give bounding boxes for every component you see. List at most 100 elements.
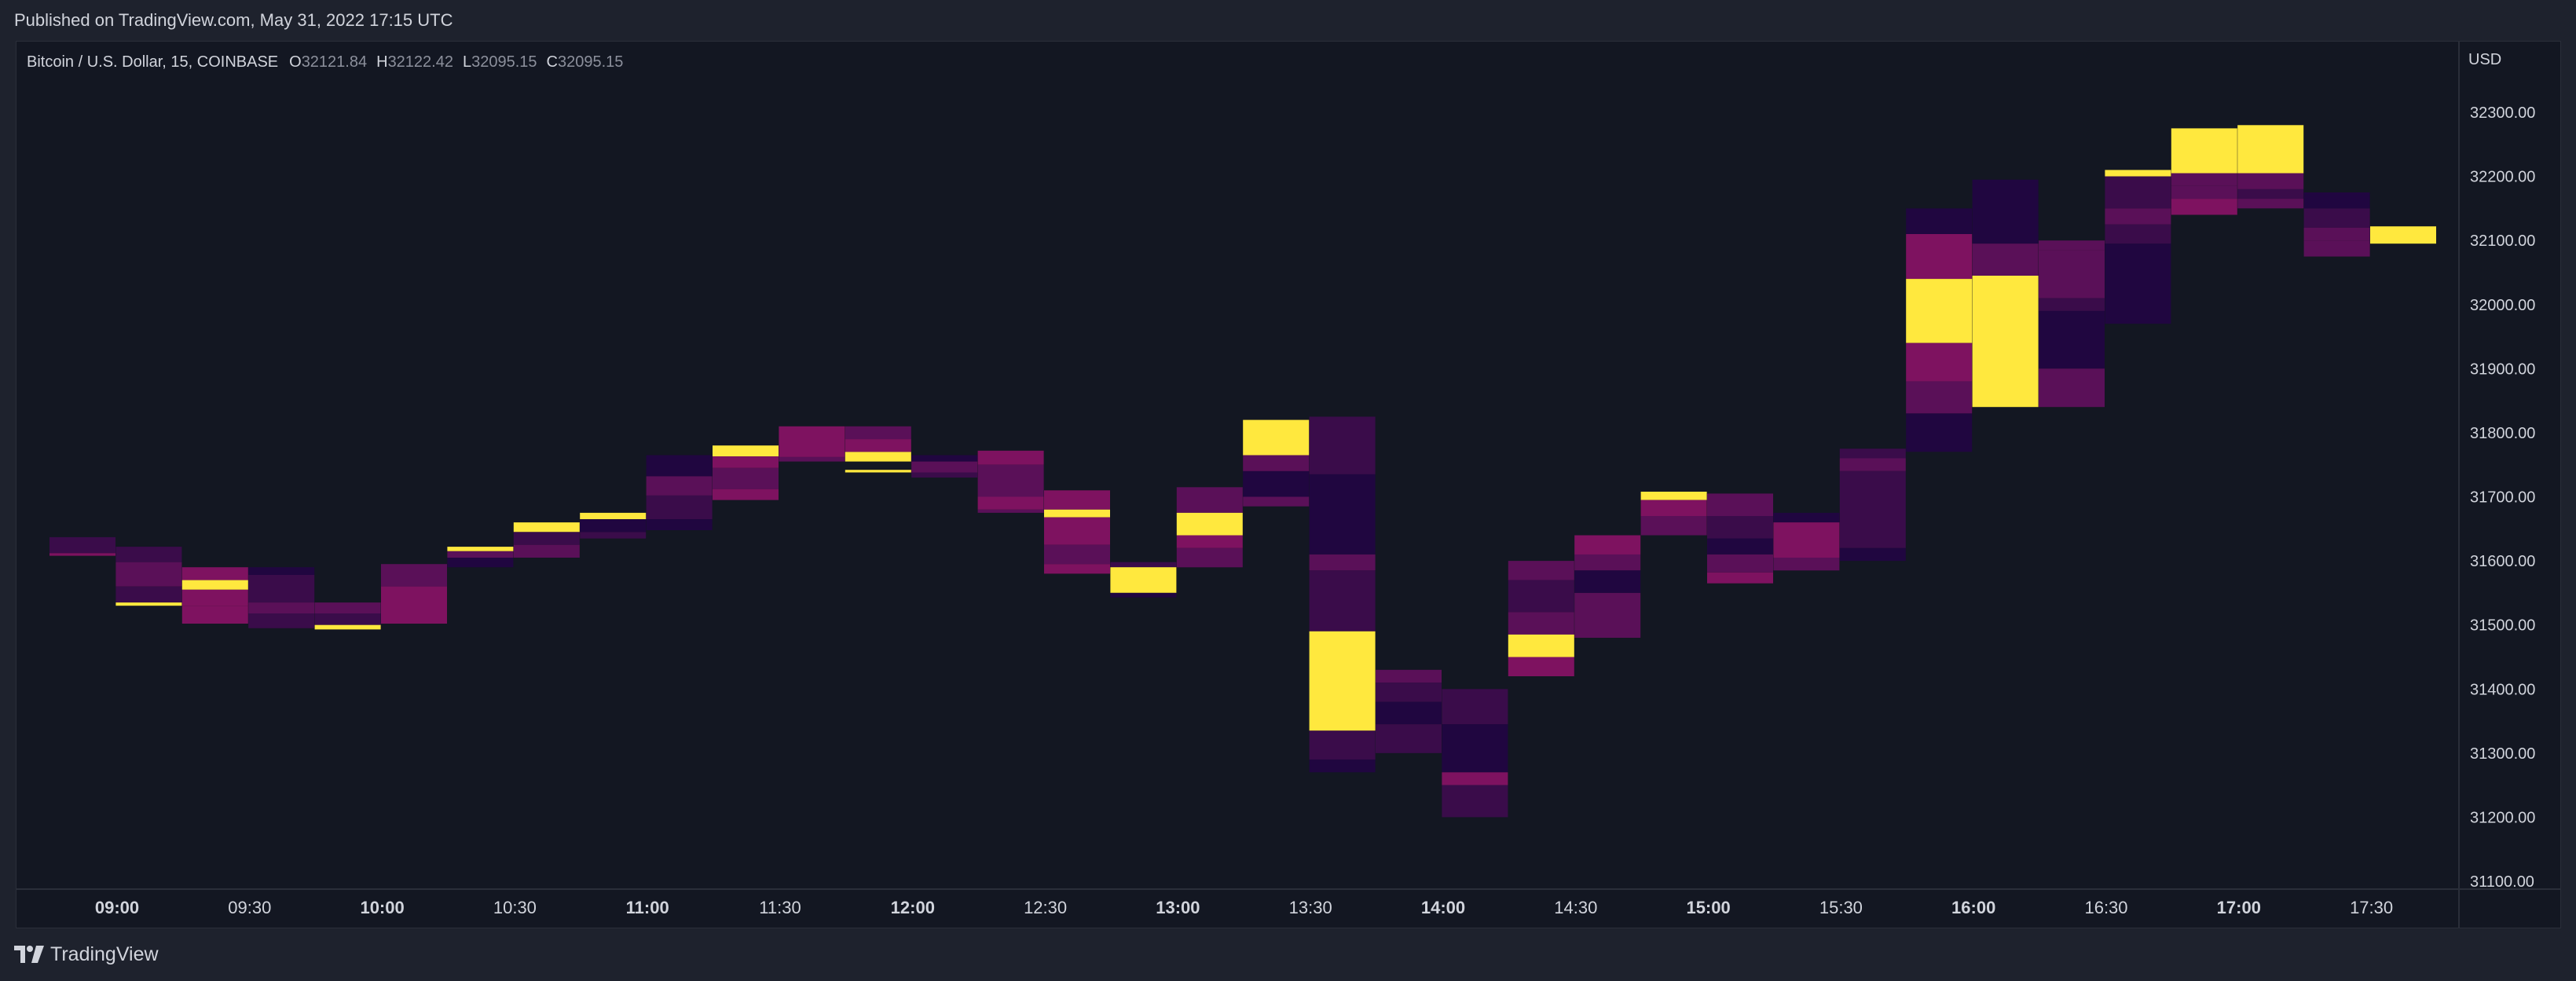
heatmap-cell <box>49 553 115 556</box>
heatmap-cell <box>248 575 315 603</box>
x-tick-label: 12:00 <box>891 898 935 917</box>
heatmap-cell <box>1640 492 1707 500</box>
y-tick-label: 31800.00 <box>2470 425 2535 442</box>
heatmap-cell <box>1376 724 1442 753</box>
heatmap-cell <box>513 522 580 533</box>
x-tick-label: 12:30 <box>1024 898 1067 917</box>
y-tick-label: 31600.00 <box>2470 553 2535 570</box>
heatmap-cell <box>911 472 978 478</box>
heatmap-cell <box>1309 416 1376 474</box>
legend-high-value: 32122.42 <box>387 53 453 71</box>
heatmap-cell <box>1044 564 1110 574</box>
y-tick-label: 32200.00 <box>2470 169 2535 186</box>
heatmap-cell <box>1243 470 1310 497</box>
heatmap-cell <box>1243 419 1310 456</box>
heatmap-cell <box>1773 558 1840 571</box>
legend-open-label: O <box>289 53 302 71</box>
heatmap-cell <box>381 586 447 624</box>
heatmap-cell <box>2105 224 2171 244</box>
y-tick-label: 32000.00 <box>2470 297 2535 314</box>
heatmap-cell <box>1376 669 1442 683</box>
heatmap-cell <box>381 564 447 587</box>
tradingview-logo-icon[interactable] <box>14 944 46 965</box>
x-tick-label: 11:00 <box>626 898 669 917</box>
heatmap-cell <box>2237 199 2304 209</box>
x-tick-label: 17:00 <box>2217 898 2261 917</box>
currency-label: USD <box>2468 51 2501 68</box>
heatmap-cell <box>713 489 779 500</box>
heatmap-cell <box>1110 592 1177 598</box>
heatmap-cell <box>1773 522 1840 558</box>
heatmap-cell <box>2039 310 2105 369</box>
heatmap-cell <box>713 467 779 489</box>
heatmap-cell <box>1640 516 1707 536</box>
legend-close-value: 32095.15 <box>557 53 624 71</box>
heatmap-cell <box>513 532 580 545</box>
heatmap-cell <box>779 426 845 436</box>
heatmap-cell <box>1309 474 1376 555</box>
y-tick-label: 32300.00 <box>2470 104 2535 122</box>
x-tick-label: 17:30 <box>2350 898 2393 917</box>
heatmap-cell <box>1176 547 1243 568</box>
heatmap-cell <box>2105 170 2171 177</box>
heatmap-cell <box>1906 279 1973 343</box>
heatmap-cell <box>2171 173 2237 186</box>
heatmap-cell <box>779 456 845 462</box>
x-tick-label: 14:00 <box>1421 898 1465 917</box>
heatmap-cell <box>2237 173 2304 189</box>
heatmap-cell <box>1044 490 1110 510</box>
legend-low-label: L <box>462 53 472 71</box>
heatmap-cell <box>115 586 182 603</box>
heatmap-cell <box>1508 561 1574 580</box>
heatmap-cell <box>1176 535 1243 548</box>
heatmap-cell <box>580 532 647 539</box>
heatmap-cell <box>1640 500 1707 516</box>
heatmap-cell <box>1442 785 1508 818</box>
heatmap-cell <box>1044 517 1110 545</box>
x-tick-label: 10:30 <box>493 898 537 917</box>
y-tick-label: 31700.00 <box>2470 489 2535 507</box>
heatmap-cell <box>2105 243 2171 324</box>
heatmap-cell <box>2237 125 2304 174</box>
tradingview-brand[interactable]: TradingView <box>50 943 159 965</box>
heatmap-cell <box>1906 381 1973 414</box>
legend: Bitcoin / U.S. Dollar, 15, COINBASE O3212… <box>27 50 632 74</box>
heatmap-cell <box>181 589 248 606</box>
footer: TradingView <box>0 928 2576 981</box>
heatmap-cell <box>1574 570 1641 593</box>
y-tick-label: 31400.00 <box>2470 681 2535 698</box>
heatmap-cell <box>1442 772 1508 785</box>
heatmap-cell <box>1442 724 1508 773</box>
legend-open-value: 32121.84 <box>301 53 368 71</box>
heatmap-cell <box>977 450 1044 465</box>
heatmap-cell <box>447 551 514 558</box>
heatmap-cell <box>447 558 514 568</box>
heatmap-cell <box>1508 612 1574 635</box>
heatmap-cell <box>1707 516 1773 539</box>
heatmap-cell <box>845 452 911 462</box>
heatmap-cell <box>977 464 1044 497</box>
heatmap-cell <box>1906 208 1973 234</box>
heatmap-cell <box>2303 208 2370 228</box>
heatmap-cell <box>845 439 911 452</box>
heatmap-cell <box>248 613 315 628</box>
heatmap-cell <box>1110 562 1177 568</box>
x-tick-label: 09:30 <box>228 898 271 917</box>
heatmap-cell <box>1839 547 1906 562</box>
heatmap-cell <box>1376 683 1442 702</box>
heatmap-cell <box>580 519 647 533</box>
heatmap-cell <box>1508 580 1574 613</box>
heatmap-cell <box>1707 538 1773 555</box>
heatmap-cell <box>779 436 845 457</box>
heatmap-cell <box>2105 208 2171 225</box>
heatmap-cell <box>1972 243 2039 276</box>
heatmap-cell <box>2237 189 2304 199</box>
heatmap-cell <box>181 580 248 590</box>
heatmap-cell <box>2171 199 2237 215</box>
heatmap-cell <box>1508 657 1574 676</box>
x-tick-label: 15:30 <box>1819 898 1863 917</box>
heatmap-cell <box>1309 730 1376 760</box>
x-tick-label: 14:30 <box>1554 898 1597 917</box>
heatmap-cell <box>1906 413 1973 452</box>
